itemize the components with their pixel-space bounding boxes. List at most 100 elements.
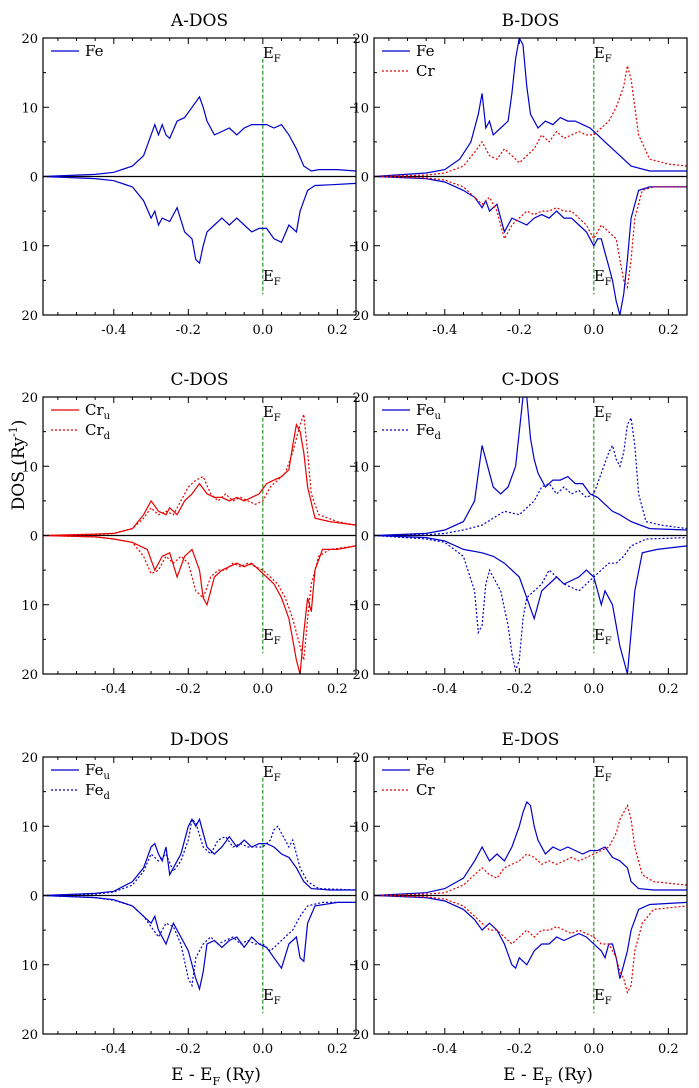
panel-legend: Fe	[51, 42, 104, 60]
panel-title: C-DOS	[171, 370, 229, 390]
x-tick-label: 0.0	[584, 682, 605, 697]
x-tick-label: -0.4	[432, 682, 457, 697]
series-line	[43, 894, 356, 988]
figure-xlabel-right: E - EF (Ry)	[503, 1065, 593, 1088]
x-tick-label: -0.2	[507, 682, 532, 697]
x-tick-label: -0.2	[507, 1042, 532, 1057]
legend-label: Cr	[416, 781, 435, 799]
series-line	[43, 422, 356, 537]
y-tick-label: 10	[352, 460, 369, 475]
legend-label: Fe	[85, 42, 104, 60]
y-tick-label: 10	[21, 240, 38, 255]
xlabel-unit: (Ry)	[552, 1065, 593, 1085]
fermi-label-bottom: EF	[263, 626, 281, 647]
x-tick-label: -0.4	[432, 323, 457, 338]
x-tick-label: -0.2	[507, 323, 532, 338]
fermi-label-bottom: EF	[594, 267, 612, 288]
y-tick-label: 20	[21, 32, 38, 47]
y-tick-label: 20	[352, 668, 369, 683]
y-tick-label: 20	[21, 668, 38, 683]
legend-label: Feu	[85, 761, 110, 782]
y-tick-label: 10	[352, 820, 369, 835]
x-tick-label: 0.2	[658, 1042, 679, 1057]
series-line	[43, 95, 356, 178]
dos-panel: B-DOS EF EF 20 10 0 10 20 -0.4 -0.2 0.0 0.2 Fe Cr	[352, 11, 688, 338]
x-tick-label: -0.4	[101, 1042, 126, 1057]
panel-title: C-DOS	[502, 370, 560, 390]
x-tick-label: 0.0	[253, 1042, 274, 1057]
figure-ylabel: DOS (Ry-1)	[7, 420, 29, 511]
y-tick-label: 10	[21, 101, 38, 116]
series-line	[43, 817, 356, 897]
series-line	[374, 175, 687, 290]
panel-legend: Fe Cr	[382, 42, 435, 80]
fermi-label-bottom: EF	[594, 986, 612, 1007]
y-tick-label: 0	[30, 890, 38, 905]
y-tick-label: 10	[21, 599, 38, 614]
series-line	[374, 415, 687, 537]
y-tick-label: 10	[352, 240, 369, 255]
panel-title: E-DOS	[502, 730, 560, 750]
series-line	[374, 803, 687, 897]
legend-label: Fed	[85, 781, 110, 802]
fermi-label-top: EF	[594, 44, 612, 65]
y-tick-label: 0	[30, 530, 38, 545]
fermi-label-bottom: EF	[263, 986, 281, 1007]
fermi-label-bottom: EF	[594, 626, 612, 647]
y-tick-label: 20	[21, 1028, 38, 1043]
legend-label: Cru	[85, 401, 111, 422]
series-line	[374, 894, 687, 979]
figure-xlabel-left: E - EF (Ry)	[171, 1065, 261, 1088]
x-tick-label: 0.2	[327, 682, 348, 697]
panel-grid: A-DOS EF EF 20 10 0 10 20 -0.4 -0.2 0.0 0.2 Fe B-DOS E…	[21, 11, 688, 1057]
y-tick-label: 0	[361, 171, 369, 186]
dos-panel: E-DOS EF EF 20 10 0 10 20 -0.4 -0.2 0.0 0.2 Fe Cr	[352, 730, 688, 1057]
legend-label: Fed	[416, 421, 441, 442]
y-tick-label: 10	[21, 959, 38, 974]
legend-label: Cr	[416, 62, 435, 80]
fermi-label-top: EF	[594, 763, 612, 784]
xlabel-text: E - E	[503, 1065, 544, 1085]
y-tick-label: 10	[21, 820, 38, 835]
series-line	[374, 397, 687, 537]
y-tick-label: 10	[21, 460, 38, 475]
series-line	[374, 534, 687, 674]
y-tick-label: 10	[352, 959, 369, 974]
fermi-label-top: EF	[594, 403, 612, 424]
y-tick-label: 0	[361, 530, 369, 545]
series-line	[43, 175, 356, 265]
series-line	[374, 534, 687, 673]
x-tick-label: 0.0	[253, 323, 274, 338]
xlabel-unit: (Ry)	[220, 1065, 261, 1085]
y-tick-label: 10	[352, 599, 369, 614]
series-line	[374, 894, 687, 995]
xlabel-text: E - E	[171, 1065, 212, 1085]
x-tick-label: 0.0	[584, 1042, 605, 1057]
panel-legend: Fe Cr	[382, 761, 435, 799]
legend-label: Feu	[416, 401, 441, 422]
y-tick-label: 20	[352, 32, 369, 47]
dos-panel: A-DOS EF EF 20 10 0 10 20 -0.4 -0.2 0.0 0.2 Fe	[21, 11, 357, 338]
ylabel-close: )	[9, 420, 29, 427]
series-line	[43, 534, 356, 661]
x-tick-label: 0.2	[327, 1042, 348, 1057]
x-tick-label: 0.2	[658, 682, 679, 697]
x-tick-label: 0.2	[658, 323, 679, 338]
ylabel-sup: -1	[7, 426, 20, 437]
series-line	[43, 894, 356, 992]
series-line	[374, 800, 687, 897]
fermi-label-bottom: EF	[263, 267, 281, 288]
series-line	[374, 65, 687, 178]
y-tick-label: 20	[352, 391, 369, 406]
legend-label: Crd	[85, 421, 111, 442]
fermi-label-top: EF	[263, 403, 281, 424]
series-line	[374, 38, 687, 178]
x-tick-label: -0.4	[432, 1042, 457, 1057]
xlabel-sub: F	[544, 1075, 552, 1088]
y-tick-label: 20	[21, 391, 38, 406]
